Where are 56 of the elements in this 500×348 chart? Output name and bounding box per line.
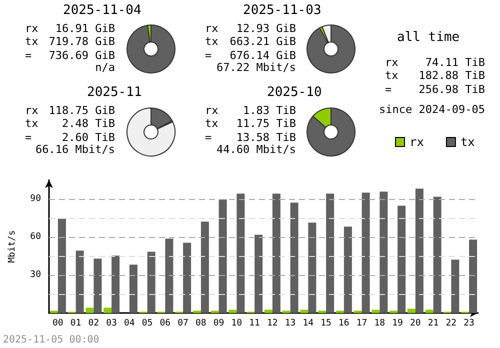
x-tick-label: 10 [231, 318, 242, 328]
text: = 676.14 GiB [205, 49, 296, 62]
text: tx 182.88 TiB [385, 69, 485, 82]
text: rx 12.93 GiB [205, 22, 296, 35]
text: all time [397, 30, 460, 45]
text: since 2024-09-05 [379, 103, 485, 116]
text: rx 16.91 GiB [25, 22, 115, 35]
chart-title: 2025-11-03 [243, 3, 322, 18]
x-tick-label: 01 [70, 318, 82, 328]
chart-title: 2025-11-04 [63, 3, 142, 18]
x-tick-label: 23 [464, 318, 474, 328]
x-tick-label: 04 [124, 318, 135, 328]
x-tick-label: 00 [52, 318, 64, 328]
legend-label: rx [410, 135, 424, 149]
x-tick-label: 22 [446, 318, 457, 328]
x-tick-label: 18 [374, 318, 386, 328]
text: = 2.60 TiB [25, 131, 115, 144]
x-tick-label: 16 [338, 318, 350, 328]
text: n/a [95, 61, 115, 74]
text: 44.60 Mbit/s [216, 143, 296, 156]
text: tx 2.48 TiB [25, 117, 115, 130]
chart-title: 2025-10 [267, 85, 322, 100]
text: 2025-11-05 00:00 [3, 334, 100, 346]
x-tick-label: 05 [142, 318, 153, 328]
y-tick-label: 30 [30, 270, 41, 280]
x-tick-label: 02 [88, 318, 100, 328]
x-tick-label: 09 [213, 318, 224, 328]
x-tick-label: 20 [410, 318, 421, 328]
x-tick-label: 21 [428, 318, 439, 328]
text: rx 74.11 TiB [385, 56, 485, 69]
x-tick-label: 08 [196, 318, 206, 328]
x-tick-label: 15 [320, 318, 332, 328]
x-tick-label: 11 [249, 318, 260, 328]
x-tick-label: 13 [284, 318, 296, 328]
text: rx 1.83 TiB [205, 104, 296, 117]
text: = 256.98 TiB [385, 83, 485, 96]
x-tick-label: 03 [106, 318, 117, 328]
x-tick-label: 14 [302, 318, 314, 328]
x-tick-label: 07 [178, 318, 188, 328]
x-tick-label: 12 [267, 318, 278, 328]
text: = 13.58 TiB [205, 131, 296, 144]
text: tx 719.78 GiB [25, 35, 115, 48]
legend-label: tx [460, 135, 475, 149]
chart-title: 2025-11 [87, 85, 142, 100]
text: tx 663.21 GiB [205, 35, 296, 48]
text: = 736.69 GiB [25, 49, 115, 62]
text: tx 11.75 TiB [205, 117, 296, 130]
text: 67.22 Mbit/s [216, 61, 296, 74]
text: 66.16 Mbit/s [36, 143, 115, 156]
y-tick-label: 90 [30, 194, 41, 204]
text: rx 118.75 GiB [25, 104, 115, 117]
x-tick-label: 19 [392, 318, 403, 328]
x-tick-label: 06 [160, 318, 171, 328]
y-axis-title: Mbit/s [8, 230, 18, 263]
y-tick-label: 60 [30, 232, 41, 242]
x-tick-label: 17 [356, 318, 368, 328]
